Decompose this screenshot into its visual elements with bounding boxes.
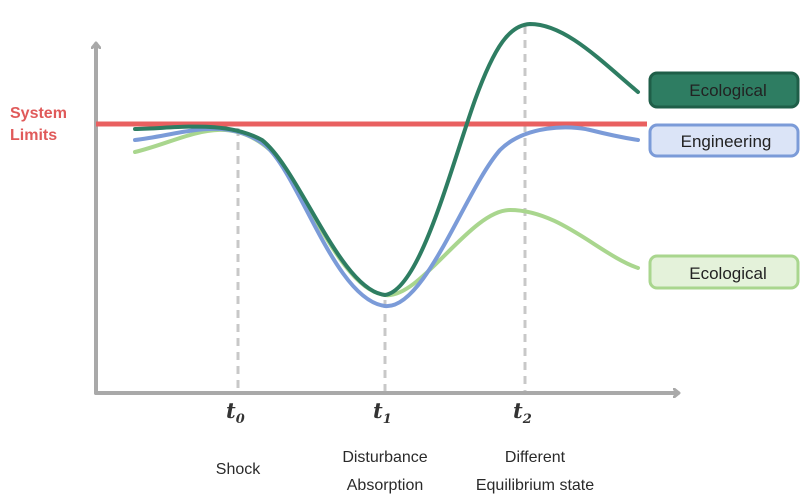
system-limits-label-line1: System — [10, 105, 67, 122]
disturbance-caption-line1: Disturbance — [342, 449, 427, 466]
t2-label: t2 — [513, 398, 532, 427]
legend-engineering-box — [648, 123, 800, 158]
legend-engineering: Engineering — [648, 123, 800, 158]
ecological-high-curve — [133, 21, 640, 298]
equilibrium-caption-line1: Different — [505, 449, 566, 466]
t0-label: t0 — [226, 398, 245, 427]
t1-label: t1 — [373, 398, 392, 427]
legend-ecological-low-label: Ecological — [689, 264, 767, 283]
equilibrium-caption-line2: Equilibrium state — [476, 477, 594, 494]
legend-engineering-label: Engineering — [681, 132, 772, 151]
ecological-low-curve — [133, 127, 640, 298]
legend-ecological-low-box — [648, 254, 800, 290]
legend-ecological-high: Ecological — [648, 71, 800, 109]
legend-ecological-low: Ecological — [648, 254, 800, 290]
system-limits-label-line2: Limits — [10, 127, 57, 144]
disturbance-caption-line2: Absorption — [347, 477, 424, 494]
legend-ecological-high-label: Ecological — [689, 81, 767, 100]
legend-ecological-high-box — [648, 71, 800, 109]
engineering-curve — [133, 125, 640, 309]
shock-caption: Shock — [216, 461, 261, 478]
